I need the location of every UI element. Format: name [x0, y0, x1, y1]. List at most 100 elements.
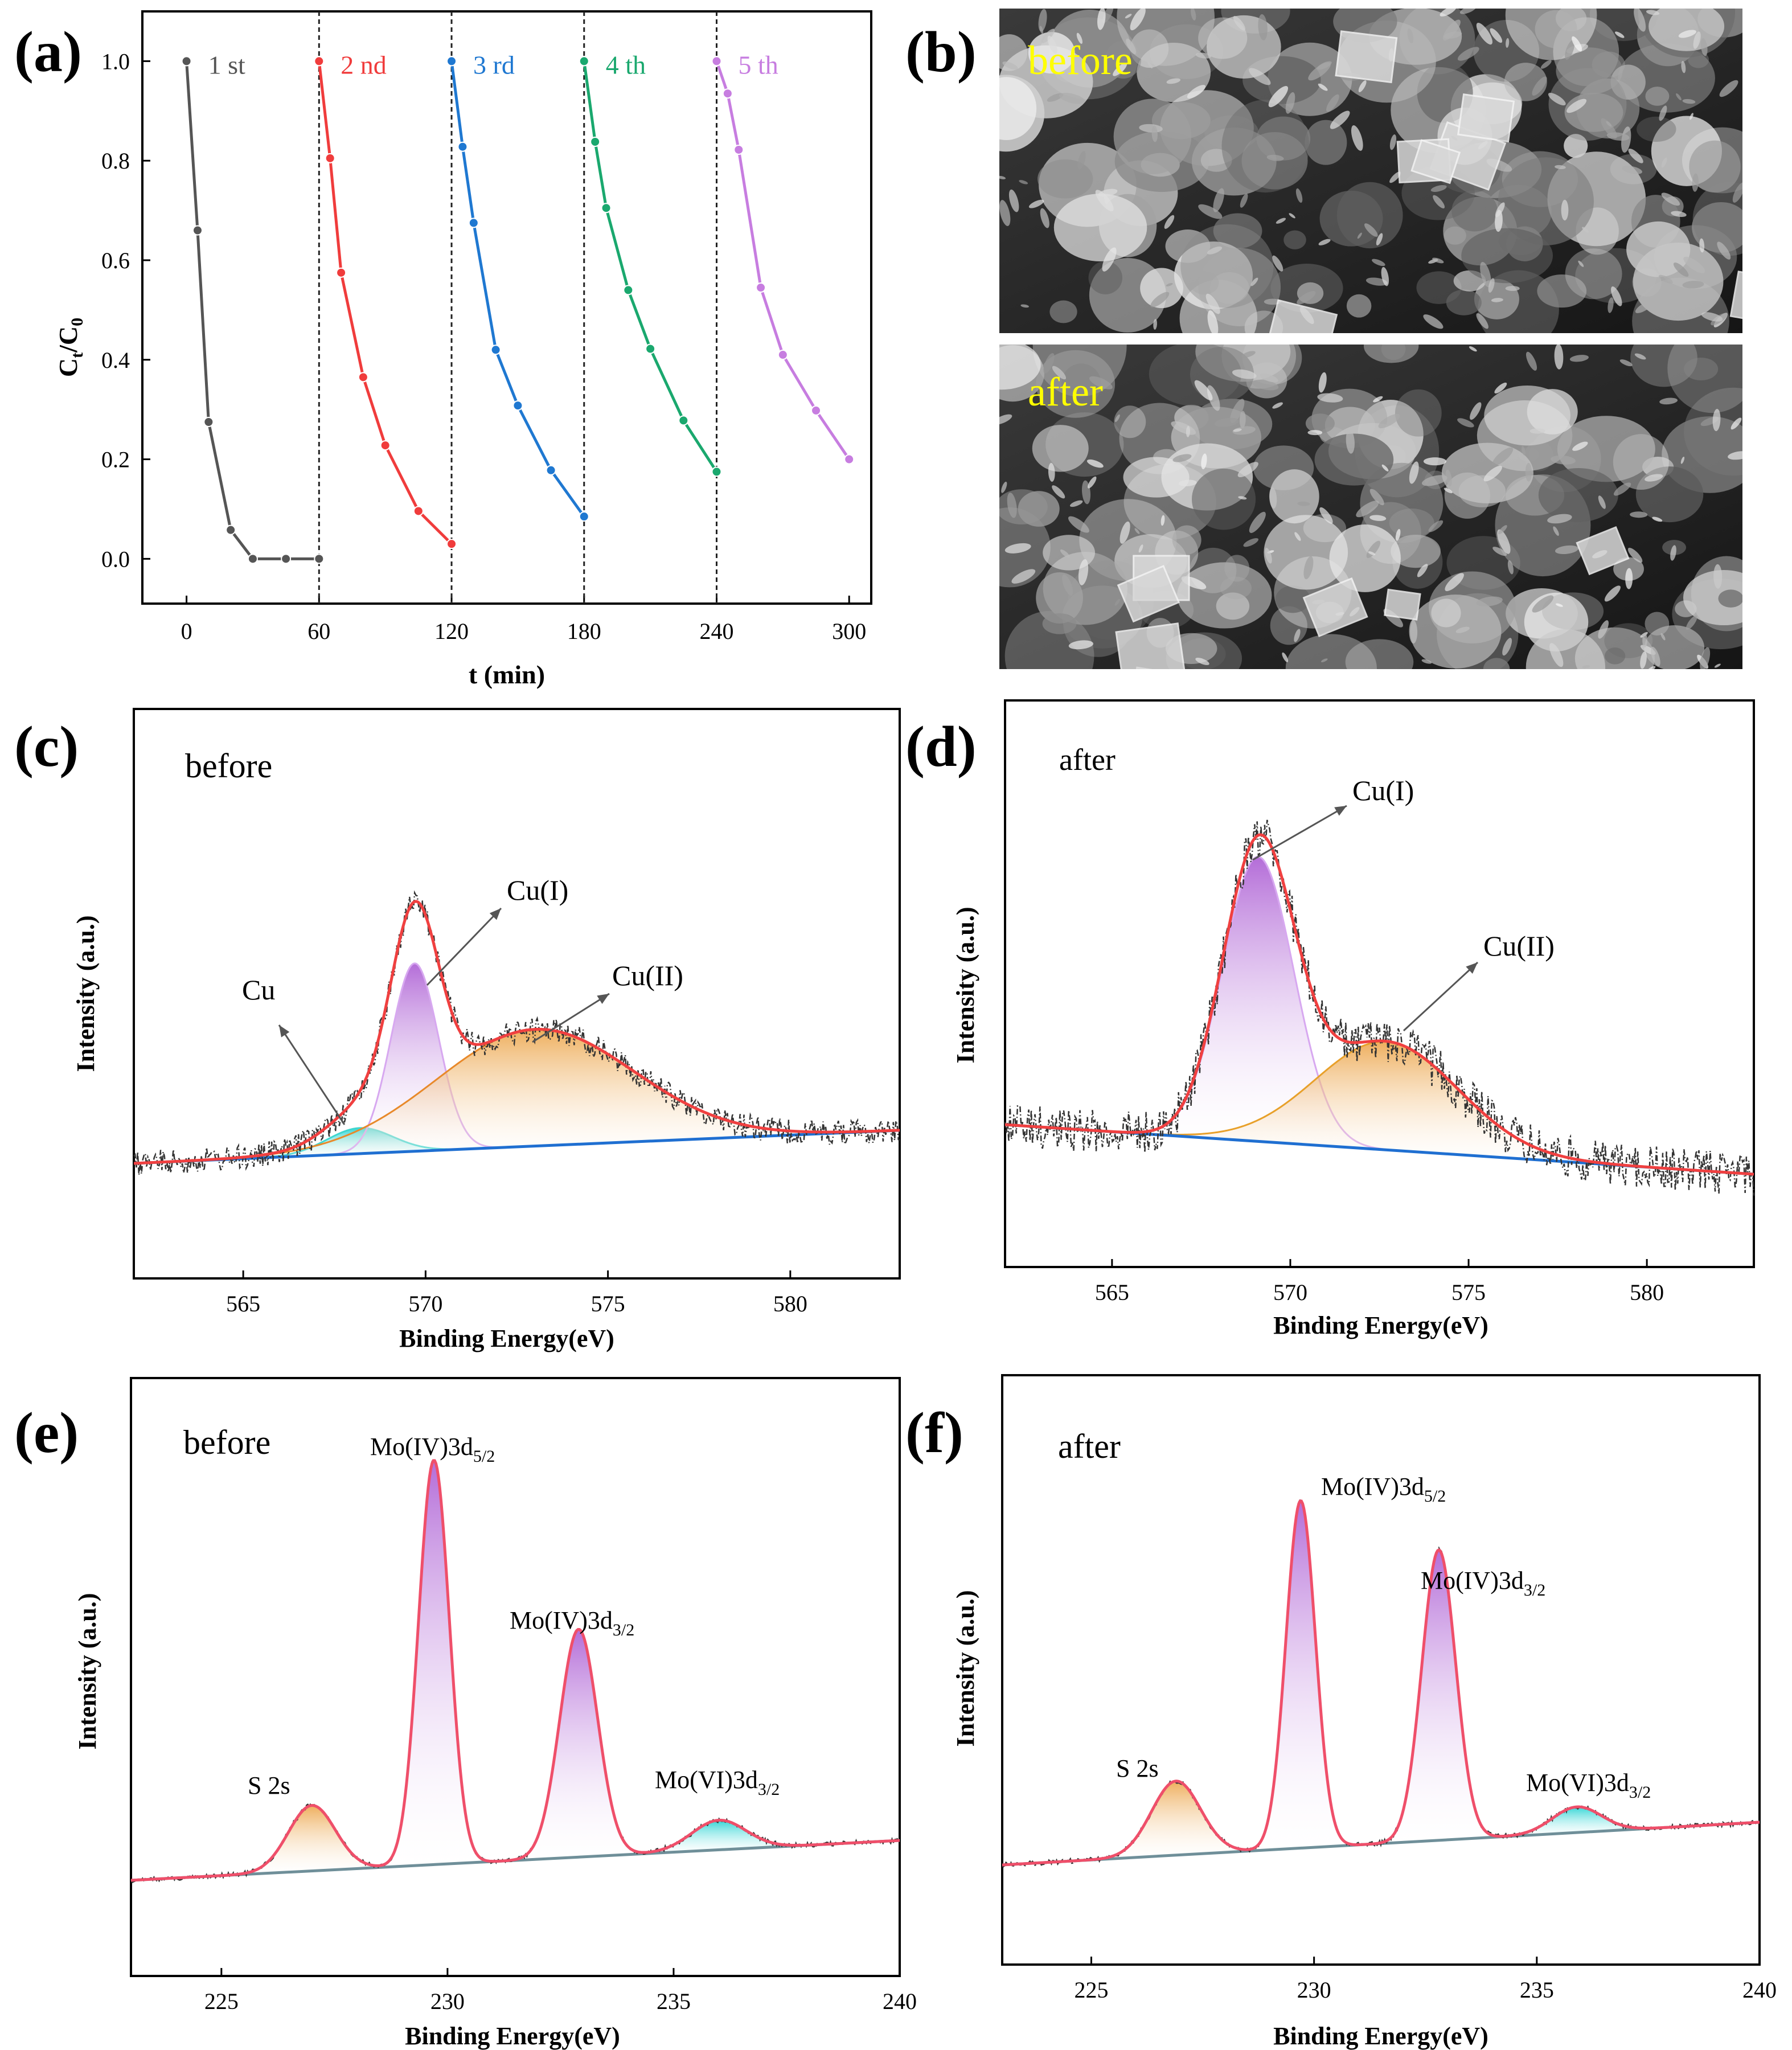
peak-fill-mo5	[373, 1461, 495, 1868]
sem-flake	[1317, 393, 1343, 403]
sem-flake	[1526, 351, 1537, 371]
sem-crystal	[1410, 139, 1461, 184]
peak-label-main: Mo(VI)3d	[655, 1766, 758, 1794]
sem-flake	[1525, 462, 1532, 482]
sem-flake	[1069, 500, 1083, 507]
x-axis-label: Binding Energy(eV)	[405, 2022, 620, 2050]
sem-flake	[1294, 532, 1301, 541]
sem-flake	[1356, 501, 1379, 518]
sem-flake	[1001, 481, 1007, 493]
sem-flake	[1421, 659, 1432, 664]
sem-flake	[1565, 40, 1575, 60]
data-point	[247, 554, 258, 564]
sem-flake	[1047, 35, 1057, 54]
data-point	[203, 417, 214, 428]
sem-particle	[1526, 629, 1606, 669]
sem-particle	[1498, 157, 1594, 245]
sem-flake	[1002, 61, 1018, 70]
sem-flake	[1661, 192, 1680, 206]
sem-flake	[1692, 173, 1699, 192]
data-point	[579, 56, 589, 67]
sem-particle	[1028, 32, 1075, 74]
sem-particle	[1535, 10, 1577, 48]
raw-spectrum	[1002, 1499, 1760, 1869]
sem-flake	[1682, 281, 1704, 289]
peak-fill-cu1	[320, 963, 510, 1155]
sem-flake	[1492, 547, 1507, 556]
sem-flake	[1423, 457, 1447, 466]
sem-flake	[1505, 286, 1520, 291]
sem-flake	[1432, 257, 1444, 264]
fit-envelope	[130, 1459, 900, 1882]
sem-flake	[1086, 459, 1104, 468]
data-point	[314, 554, 325, 564]
sem-flake	[1097, 9, 1106, 30]
sem-crystal	[1265, 299, 1338, 333]
sem-flake	[1187, 85, 1206, 99]
sem-particle	[1264, 515, 1348, 590]
sem-flake	[1551, 455, 1576, 465]
panel-title: after	[1058, 1428, 1121, 1465]
sem-flake	[1608, 297, 1614, 313]
sem-flake	[1506, 38, 1510, 48]
sem-particle	[1088, 261, 1123, 294]
data-point	[457, 141, 468, 152]
sem-flake	[1572, 441, 1588, 451]
sem-flake	[1078, 559, 1089, 585]
x-tick-label: 575	[1451, 1280, 1486, 1305]
sem-flake	[1252, 379, 1279, 391]
x-tick-label: 120	[434, 618, 469, 644]
x-tick-label: 230	[1297, 1977, 1331, 2003]
sem-particle	[1119, 403, 1200, 474]
sem-flake	[1048, 462, 1055, 482]
sem-flake	[1567, 99, 1587, 113]
sem-flake	[1164, 215, 1175, 229]
sem-particle	[1038, 159, 1093, 199]
sem-particle	[1718, 589, 1742, 608]
sem-flake	[1440, 9, 1457, 17]
sem-particle	[1213, 213, 1262, 249]
peak-label: Mo(IV)3d5/2	[1321, 1473, 1446, 1506]
sem-particle	[1557, 416, 1655, 482]
sem-flake	[1572, 36, 1582, 52]
sem-flake	[1389, 171, 1401, 183]
arrow-head	[597, 994, 609, 1004]
panel-letter-e: (e)	[14, 1401, 79, 1465]
sem-particle	[1451, 190, 1498, 232]
sem-flake	[1532, 595, 1554, 613]
arrow-head	[1334, 806, 1347, 816]
peak-label-main: Cu	[242, 974, 275, 1006]
sem-flake	[1330, 110, 1350, 129]
series-label-3: 3 rd	[473, 50, 515, 79]
y-axis-label: Intensity (a.u.)	[73, 1593, 101, 1749]
sem-flake	[1682, 99, 1696, 104]
sem-flake	[1433, 195, 1445, 208]
sem-flake	[1428, 520, 1444, 532]
sem-particle	[1043, 535, 1096, 571]
peak-label-main: Mo(IV)3d	[1321, 1473, 1424, 1500]
sem-flake	[1308, 62, 1331, 81]
peak-label-main: S 2s	[248, 1772, 290, 1799]
peak-label-sub: 3/2	[1629, 1783, 1651, 1802]
sem-particle	[1275, 585, 1310, 613]
sem-flake	[1201, 453, 1207, 470]
sem-flake	[1214, 417, 1239, 427]
x-tick-label: 580	[773, 1291, 807, 1317]
sem-particle	[1319, 190, 1383, 247]
sem-particle	[1180, 224, 1274, 308]
sem-flake	[1421, 475, 1447, 486]
sem-flake	[1004, 543, 1031, 554]
sem-crystal	[1117, 565, 1180, 623]
sem-flake	[1686, 615, 1697, 630]
sem-flake	[1556, 603, 1563, 607]
sem-flake	[1240, 193, 1248, 208]
sem-flake	[1647, 666, 1656, 669]
sem-particle	[1061, 363, 1102, 405]
sem-flake	[1548, 92, 1566, 106]
sem-particle	[1191, 128, 1277, 196]
sem-flake	[1297, 291, 1316, 305]
peak-label: Mo(IV)3d5/2	[370, 1433, 495, 1466]
sem-flake	[1357, 232, 1362, 239]
x-tick-label: 575	[591, 1291, 625, 1317]
x-tick-label: 230	[430, 1988, 465, 2014]
